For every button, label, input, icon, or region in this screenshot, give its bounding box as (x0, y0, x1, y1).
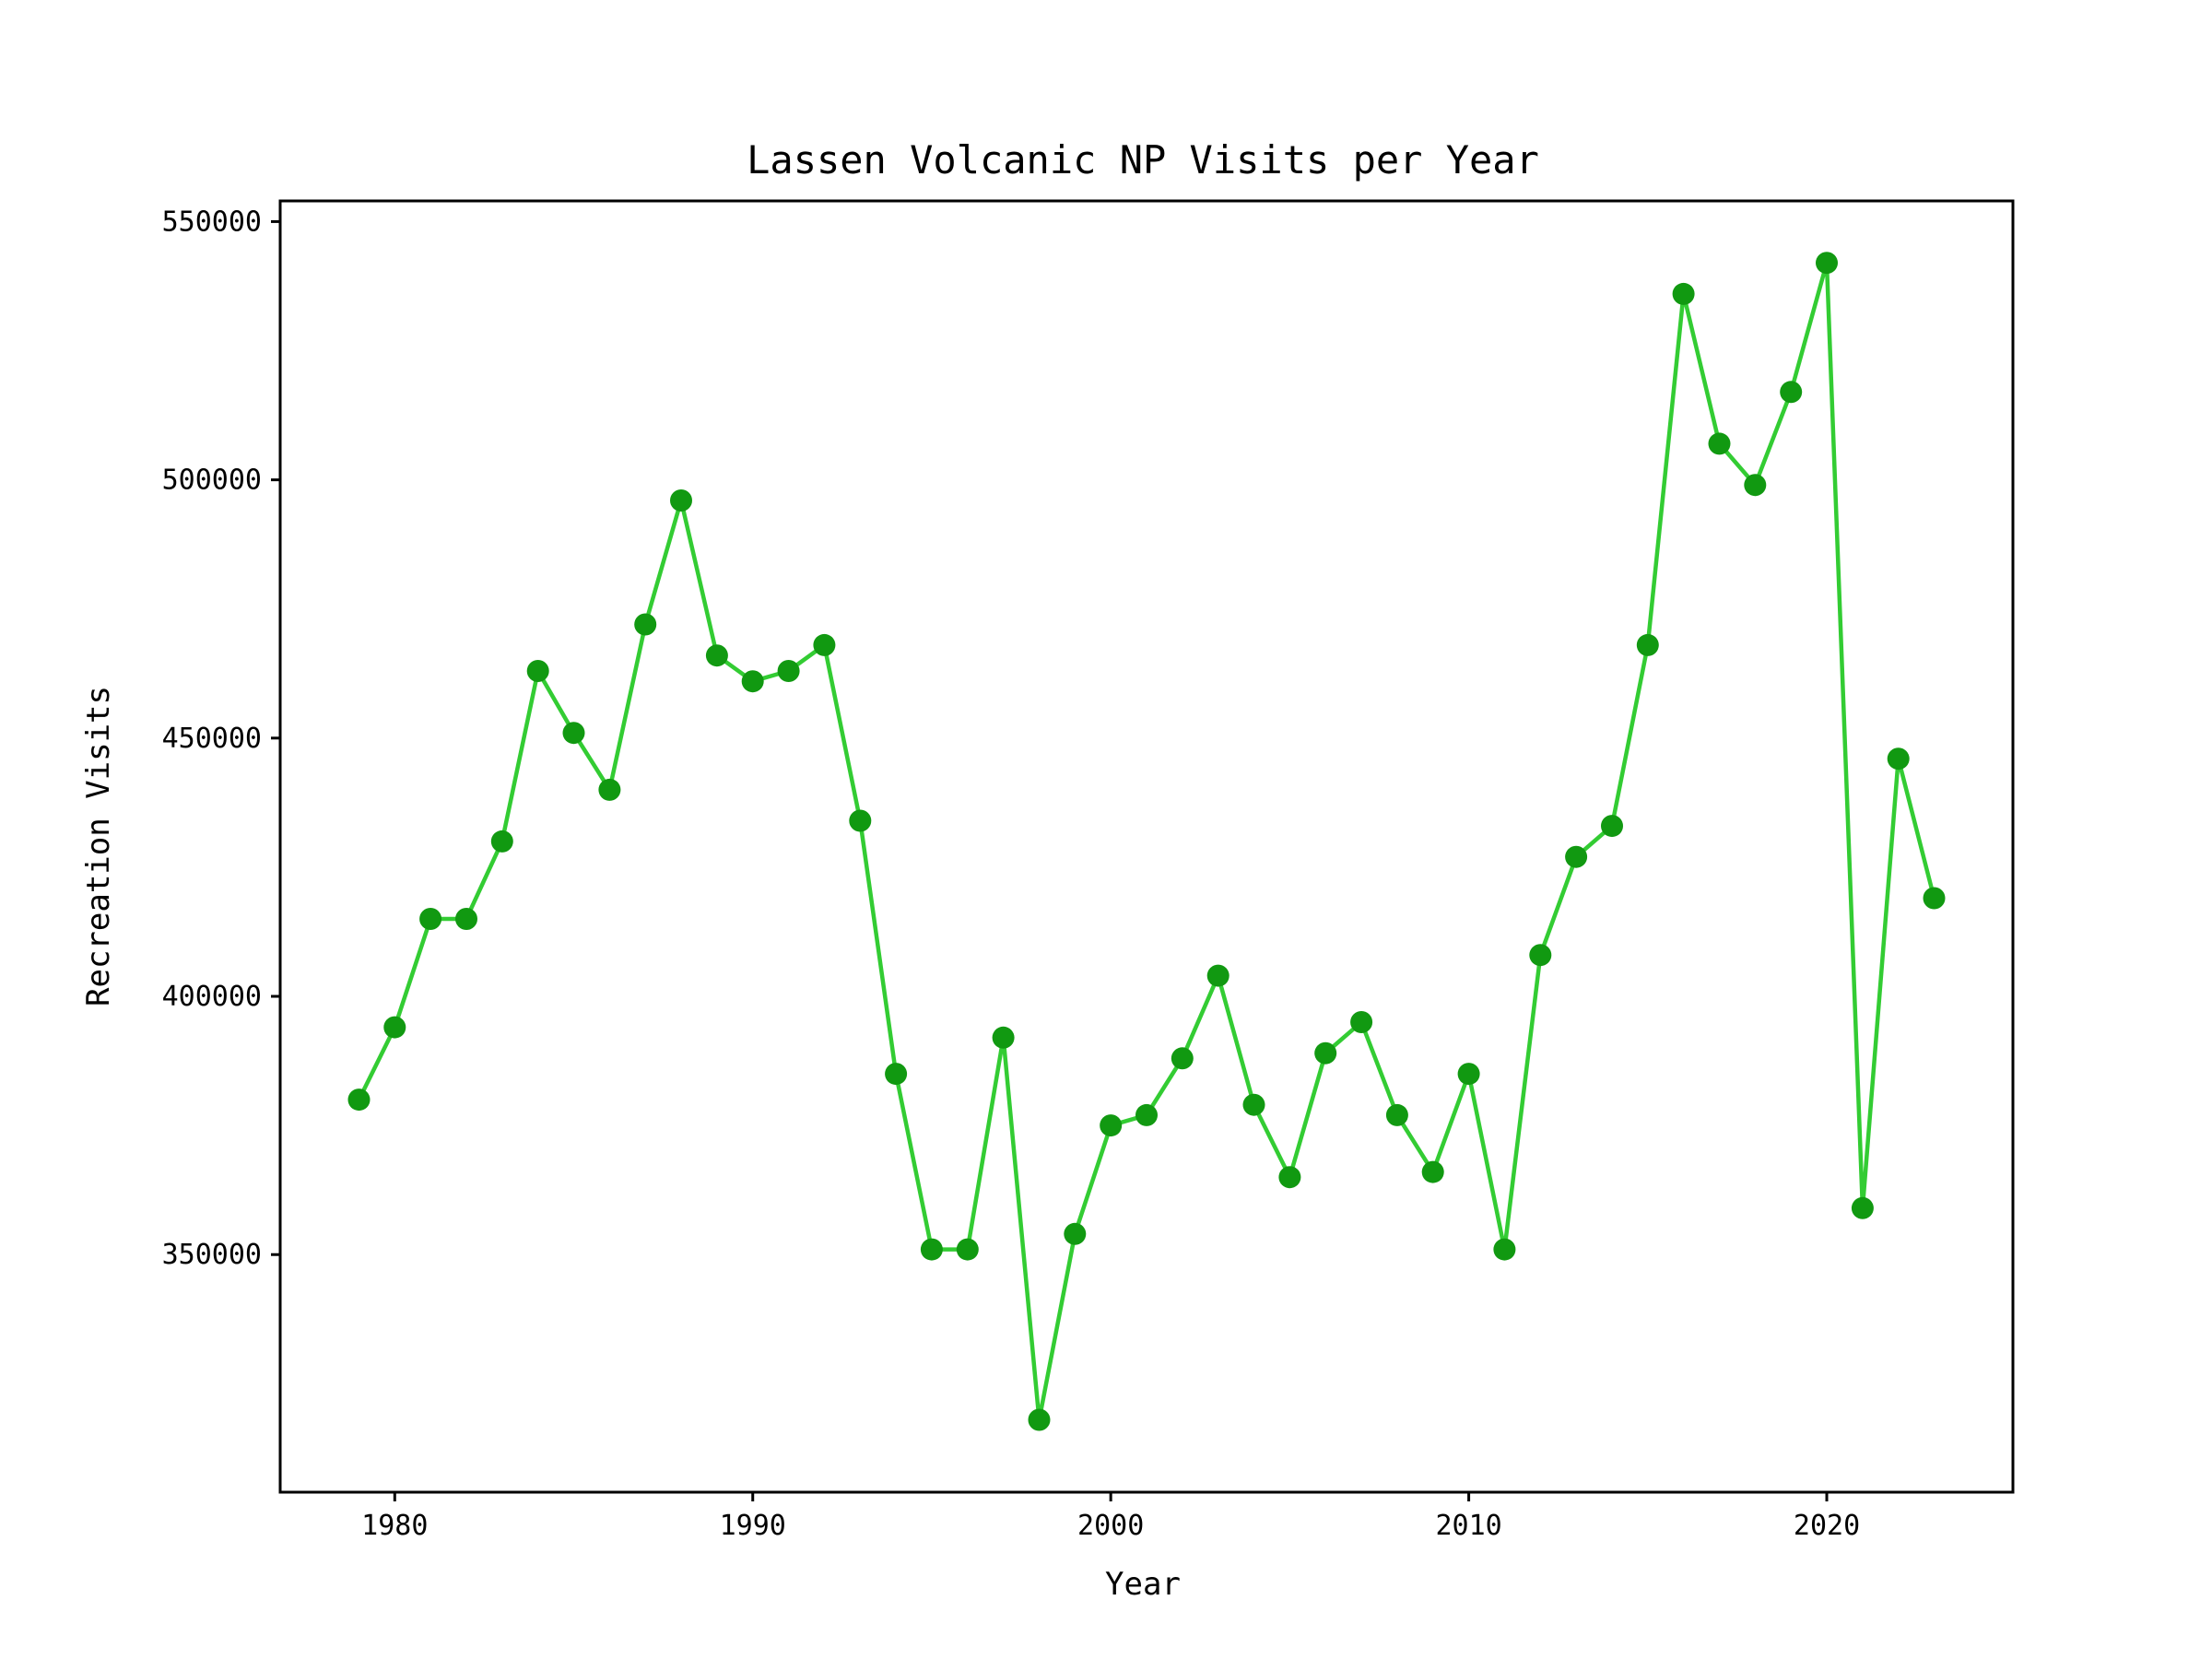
x-tick-label: 2020 (1794, 1510, 1860, 1542)
data-point (1064, 1222, 1087, 1245)
data-point (1242, 1093, 1265, 1116)
chart-title: Lassen Volcanic NP Visits per Year (747, 137, 1539, 182)
y-axis-label: Recreation Visits (80, 686, 117, 1006)
x-tick-label: 1990 (720, 1510, 786, 1542)
data-point (1278, 1166, 1301, 1189)
data-point (920, 1238, 943, 1261)
data-point (1421, 1160, 1444, 1183)
data-point (1457, 1063, 1480, 1086)
data-point (1923, 887, 1946, 910)
y-tick-label: 550000 (162, 206, 262, 238)
data-point (1636, 633, 1659, 656)
data-point (1028, 1408, 1051, 1431)
data-point (1672, 282, 1695, 305)
data-point (419, 908, 442, 930)
data-point (741, 670, 764, 693)
x-axis-label: Year (1105, 1566, 1181, 1603)
x-tick-label: 2000 (1077, 1510, 1144, 1542)
y-tick-label: 400000 (162, 981, 262, 1013)
data-point (1385, 1103, 1408, 1126)
data-point (777, 660, 800, 682)
series-line (357, 262, 1936, 1420)
data-point (1565, 845, 1588, 868)
y-tick-label: 500000 (162, 465, 262, 497)
data-point (992, 1026, 1015, 1049)
data-point (1887, 747, 1910, 771)
data-point (1780, 381, 1803, 404)
data-point (1100, 1114, 1123, 1137)
axes: 1980 1990 2000 2010 2020 350000 400000 450000 50… (162, 206, 1861, 1542)
data-point (849, 809, 872, 832)
data-point (813, 633, 836, 656)
data-point (598, 778, 621, 801)
data-point (1135, 1103, 1158, 1126)
data-point (383, 1016, 406, 1039)
plot-frame (278, 199, 2015, 1494)
data-point (1816, 252, 1838, 275)
data-point (490, 830, 513, 853)
data-point (562, 722, 585, 745)
data-point (1708, 432, 1731, 455)
data-point (634, 613, 657, 636)
data-point (705, 644, 728, 667)
x-tick-label: 1980 (361, 1510, 428, 1542)
data-point (526, 660, 549, 682)
data-point (670, 489, 692, 512)
data-point (1314, 1041, 1337, 1065)
data-point (1529, 944, 1552, 967)
data-point (1493, 1238, 1516, 1261)
data-point (1171, 1047, 1194, 1070)
data-point (1851, 1196, 1874, 1219)
y-tick-label: 450000 (162, 723, 262, 755)
data-point (347, 1088, 371, 1112)
data-point (956, 1238, 979, 1261)
data-point (455, 908, 477, 930)
x-tick-label: 2010 (1435, 1510, 1501, 1542)
data-point (1601, 815, 1623, 838)
data-point (885, 1063, 908, 1086)
y-tick-label: 350000 (162, 1239, 262, 1271)
data-point (1206, 964, 1230, 987)
data-point (1744, 474, 1767, 497)
data-marks (347, 252, 1946, 1431)
data-point (1350, 1011, 1373, 1033)
